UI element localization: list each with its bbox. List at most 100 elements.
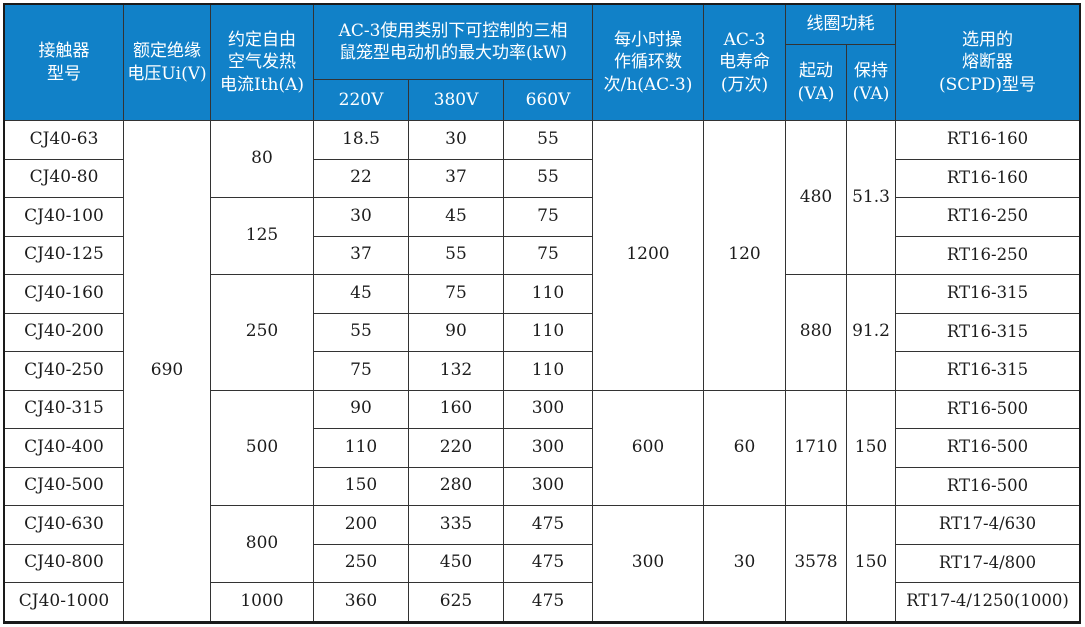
header-coil-start: 起动 (VA) — [786, 45, 846, 120]
cell-model: CJ40-80 — [5, 159, 123, 197]
cell-power-220v: 45 — [314, 275, 408, 313]
cell-power-380v: 280 — [409, 467, 503, 505]
cell-fuse: RT17-4/800 — [896, 544, 1079, 582]
cell-power-220v: 30 — [314, 198, 408, 236]
cell-electrical-life: 30 — [704, 506, 785, 621]
header-660v: 660V — [504, 80, 592, 120]
cell-power-220v: 18.5 — [314, 121, 408, 159]
cell-thermal-current: 80 — [211, 121, 313, 197]
cell-power-660v: 300 — [504, 390, 592, 428]
cell-fuse: RT17-4/630 — [896, 506, 1079, 544]
cell-power-660v: 475 — [504, 544, 592, 582]
cell-fuse: RT16-250 — [896, 236, 1079, 274]
cell-power-380v: 625 — [409, 583, 503, 621]
header-220v: 220V — [314, 80, 408, 120]
cell-model: CJ40-400 — [5, 429, 123, 467]
header-cycles-per-hour: 每小时操 作循环数 次/h(AC-3) — [593, 5, 703, 120]
cell-thermal-current: 125 — [211, 198, 313, 274]
cell-model: CJ40-100 — [5, 198, 123, 236]
cell-power-220v: 75 — [314, 352, 408, 390]
cell-insulation-voltage: 690 — [124, 121, 210, 621]
header-electrical-life: AC-3 电寿命 (万次) — [704, 5, 785, 120]
cell-fuse: RT16-500 — [896, 429, 1079, 467]
cell-power-380v: 220 — [409, 429, 503, 467]
cell-thermal-current: 800 — [211, 506, 313, 582]
cell-fuse: RT16-315 — [896, 352, 1079, 390]
cell-power-660v: 55 — [504, 121, 592, 159]
cell-model: CJ40-315 — [5, 390, 123, 428]
cell-power-380v: 55 — [409, 236, 503, 274]
cell-model: CJ40-200 — [5, 313, 123, 351]
cell-power-380v: 37 — [409, 159, 503, 197]
cell-cycles-per-hour: 300 — [593, 506, 703, 621]
cell-coil-start-va: 1710 — [786, 390, 846, 505]
cell-power-380v: 90 — [409, 313, 503, 351]
cell-power-220v: 37 — [314, 236, 408, 274]
cell-thermal-current: 250 — [211, 275, 313, 390]
cell-power-220v: 22 — [314, 159, 408, 197]
cell-model: CJ40-63 — [5, 121, 123, 159]
cell-model: CJ40-1000 — [5, 583, 123, 621]
cell-thermal-current: 500 — [211, 390, 313, 505]
cell-electrical-life: 60 — [704, 390, 785, 505]
cell-model: CJ40-800 — [5, 544, 123, 582]
cell-power-660v: 75 — [504, 198, 592, 236]
cell-power-380v: 75 — [409, 275, 503, 313]
header-coil-hold: 保持 (VA) — [847, 45, 895, 120]
cell-power-660v: 300 — [504, 429, 592, 467]
cell-power-660v: 475 — [504, 583, 592, 621]
cell-power-380v: 45 — [409, 198, 503, 236]
cell-thermal-current: 1000 — [211, 583, 313, 621]
cell-coil-start-va: 880 — [786, 275, 846, 390]
cell-cycles-per-hour: 1200 — [593, 121, 703, 390]
header-380v: 380V — [409, 80, 503, 120]
cell-power-220v: 110 — [314, 429, 408, 467]
header-insulation-voltage: 额定绝缘 电压Ui(V) — [124, 5, 210, 120]
cell-power-660v: 110 — [504, 275, 592, 313]
cell-model: CJ40-630 — [5, 506, 123, 544]
cell-fuse: RT16-160 — [896, 159, 1079, 197]
cell-cycles-per-hour: 600 — [593, 390, 703, 505]
cell-model: CJ40-500 — [5, 467, 123, 505]
cell-coil-hold-va: 150 — [847, 390, 895, 505]
cell-power-220v: 360 — [314, 583, 408, 621]
cell-coil-hold-va: 91.2 — [847, 275, 895, 390]
cell-power-220v: 90 — [314, 390, 408, 428]
cell-power-380v: 335 — [409, 506, 503, 544]
header-model: 接触器 型号 — [5, 5, 123, 120]
cell-fuse: RT16-315 — [896, 313, 1079, 351]
cell-power-380v: 30 — [409, 121, 503, 159]
cell-model: CJ40-250 — [5, 352, 123, 390]
cell-power-220v: 200 — [314, 506, 408, 544]
header-power-group: AC-3使用类别下可控制的三相 鼠笼型电动机的最大功率(kW) — [314, 5, 592, 79]
cell-power-380v: 160 — [409, 390, 503, 428]
cell-power-660v: 300 — [504, 467, 592, 505]
cell-power-380v: 450 — [409, 544, 503, 582]
contactor-spec-table: 接触器 型号 额定绝缘 电压Ui(V) 约定自由 空气发热 电流Ith(A) A… — [3, 3, 1081, 624]
cell-power-220v: 150 — [314, 467, 408, 505]
header-fuse: 选用的 熔断器 (SCPD)型号 — [896, 5, 1079, 120]
cell-power-660v: 110 — [504, 313, 592, 351]
cell-model: CJ40-160 — [5, 275, 123, 313]
cell-coil-start-va: 480 — [786, 121, 846, 274]
cell-power-660v: 75 — [504, 236, 592, 274]
cell-power-220v: 250 — [314, 544, 408, 582]
cell-coil-start-va: 3578 — [786, 506, 846, 621]
cell-fuse: RT17-4/1250(1000) — [896, 583, 1079, 621]
cell-power-660v: 110 — [504, 352, 592, 390]
header-coil-group: 线圈功耗 — [786, 5, 895, 44]
cell-fuse: RT16-250 — [896, 198, 1079, 236]
cell-coil-hold-va: 150 — [847, 506, 895, 621]
cell-fuse: RT16-500 — [896, 390, 1079, 428]
cell-power-380v: 132 — [409, 352, 503, 390]
cell-power-660v: 475 — [504, 506, 592, 544]
cell-coil-hold-va: 51.3 — [847, 121, 895, 274]
cell-power-220v: 55 — [314, 313, 408, 351]
cell-fuse: RT16-315 — [896, 275, 1079, 313]
cell-fuse: RT16-160 — [896, 121, 1079, 159]
cell-model: CJ40-125 — [5, 236, 123, 274]
cell-power-660v: 55 — [504, 159, 592, 197]
cell-electrical-life: 120 — [704, 121, 785, 390]
cell-fuse: RT16-500 — [896, 467, 1079, 505]
